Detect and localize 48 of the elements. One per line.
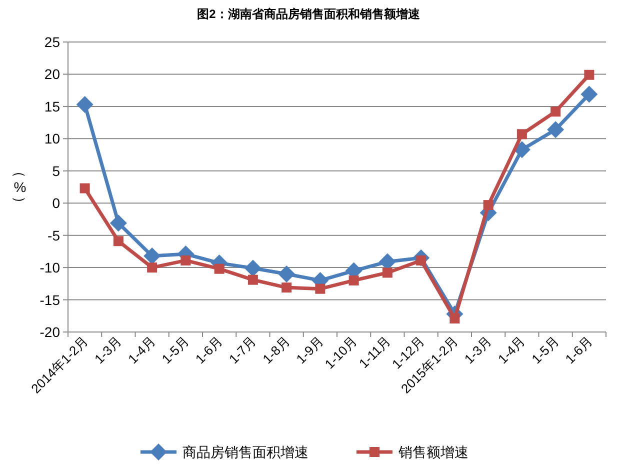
y-tick-label: -5	[48, 227, 60, 244]
y-tick-label: 20	[44, 66, 60, 82]
point	[180, 255, 191, 266]
point	[144, 247, 161, 264]
point	[315, 284, 326, 294]
x-tick-label: 1-3月	[91, 334, 125, 367]
point	[282, 282, 292, 293]
y-axis-title: （%）	[12, 164, 28, 210]
point	[76, 96, 94, 114]
y-tick-label: 0	[52, 195, 60, 212]
y-tick-label: 5	[52, 162, 60, 179]
point	[547, 121, 564, 138]
point	[113, 236, 124, 246]
point	[214, 264, 224, 274]
point	[483, 200, 494, 210]
point	[516, 129, 527, 140]
x-tick-label: 1-6月	[192, 334, 226, 367]
point	[110, 214, 127, 232]
x-tick-label: 1-3月	[461, 334, 494, 367]
x-tick-label: 1-11月	[356, 334, 394, 372]
y-tick-label: 15	[44, 98, 60, 114]
point	[382, 268, 392, 278]
x-tick-label: 1-4月	[494, 334, 528, 367]
point	[80, 183, 90, 194]
x-tick-label: 1-8月	[260, 334, 293, 367]
point	[147, 262, 158, 273]
y-tick-label: -10	[40, 260, 60, 276]
point	[248, 274, 258, 285]
x-tick-label: 1-5月	[528, 334, 562, 367]
x-tick-label: 1-4月	[125, 334, 158, 367]
y-tick-label: 10	[44, 130, 60, 147]
point	[450, 313, 460, 324]
point	[244, 260, 262, 277]
x-tick-label: 1-9月	[293, 334, 326, 367]
x-tick-label: 1-5月	[158, 334, 192, 367]
y-tick-label: -15	[40, 292, 60, 308]
y-tick-label: -20	[40, 324, 60, 340]
y-tick-label: 25	[44, 34, 60, 50]
chart-title: 图2：湖南省商品房销售面积和销售额增速	[197, 7, 421, 21]
legend-label: 商品房销售面积增速	[182, 444, 308, 460]
point	[348, 275, 359, 286]
point	[550, 106, 561, 117]
point	[278, 266, 296, 282]
legend-label: 销售额增速	[398, 444, 468, 460]
point	[584, 70, 594, 80]
point	[580, 86, 598, 103]
x-tick-label: 1-6月	[562, 334, 596, 367]
x-tick-label: 1-7月	[226, 334, 260, 367]
